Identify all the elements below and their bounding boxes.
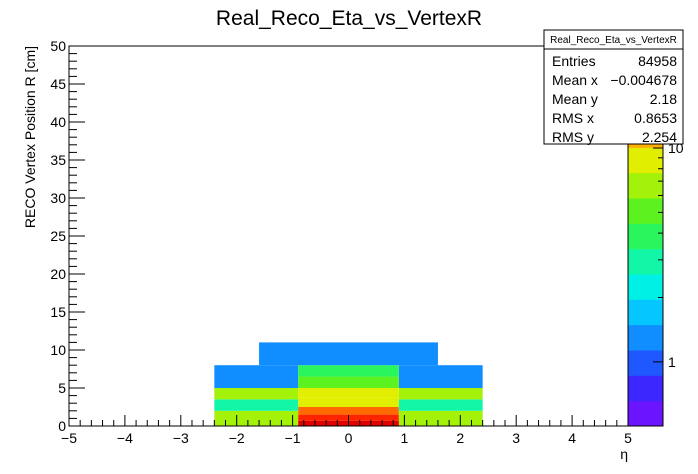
x-axis: −5 −4 −3 −2 −1 0 1 2 3 4 5 [61, 415, 632, 446]
color-scale-segment [628, 147, 663, 174]
y-tick-label: 10 [50, 342, 66, 358]
x-tick-label: −4 [117, 430, 133, 446]
x-tick-label: 3 [512, 430, 520, 446]
chart-title: Real_Reco_Eta_vs_VertexR [216, 7, 482, 30]
statistics-value: 2.18 [650, 91, 677, 107]
y-tick-label: 25 [50, 228, 66, 244]
statistics-label: RMS x [552, 110, 594, 126]
statistics-value: 84958 [638, 53, 677, 69]
y-tick-label: 50 [50, 38, 66, 54]
y-tick-label: 5 [58, 380, 66, 396]
statistics-label: Mean x [552, 72, 598, 88]
heatmap-cell [398, 388, 483, 400]
y-tick-label: 15 [50, 304, 66, 320]
x-tick-label: −5 [61, 430, 77, 446]
heatmap-cell [298, 388, 399, 398]
color-scale-segment [628, 299, 663, 326]
x-axis-title: η [620, 446, 628, 462]
x-tick-label: 2 [456, 430, 464, 446]
heatmap-cell [298, 397, 399, 407]
heatmap-cell [398, 410, 483, 426]
heatmap-cell [298, 365, 399, 377]
statistics-box-title: Real_Reco_Eta_vs_VertexR [550, 35, 677, 46]
statistics-label: RMS y [552, 129, 594, 145]
statistics-value: −0.004678 [610, 72, 677, 88]
y-tick-label: 20 [50, 266, 66, 282]
x-tick-label: 5 [624, 430, 632, 446]
color-scale-segment [628, 223, 663, 250]
color-scale-segment [628, 274, 663, 300]
heatmap-cell [298, 407, 399, 415]
heatmap-cell [298, 376, 399, 388]
x-tick-label: 0 [345, 430, 353, 446]
color-scale-segment [628, 248, 663, 275]
heatmap-cell [398, 365, 483, 388]
heatmap-cell [398, 399, 483, 411]
color-scale-segment [628, 324, 663, 351]
color-scale-segment [628, 198, 663, 224]
statistics-rows: Entries 84958 Mean x −0.004678 Mean y 2.18 RMS… [552, 53, 677, 145]
heatmap-cell [259, 342, 438, 366]
y-tick-label: 40 [50, 114, 66, 130]
y-axis-title: RECO Vertex Position R [cm] [22, 46, 38, 228]
statistics-value: 0.8653 [634, 110, 677, 126]
statistics-label: Mean y [552, 91, 598, 107]
y-axis: 0 5 10 15 20 25 30 35 40 45 50 [50, 38, 85, 434]
statistics-box: Real_Reco_Eta_vs_VertexR Entries 84958 Mea… [543, 29, 684, 145]
statistics-value: 2.254 [642, 129, 677, 145]
heatmap-cell [214, 365, 299, 388]
heatmap-cell [214, 399, 299, 411]
color-scale-segment [628, 400, 663, 427]
x-tick-label: −2 [229, 430, 245, 446]
statistics-label: Entries [552, 53, 596, 69]
x-tick-label: 4 [568, 430, 576, 446]
y-tick-label: 35 [50, 152, 66, 168]
color-scale-segment [628, 375, 663, 402]
color-scale-label: 1 [668, 354, 676, 370]
y-tick-label: 45 [50, 76, 66, 92]
heatmap-cell [214, 410, 299, 426]
x-tick-label: −1 [285, 430, 301, 446]
x-tick-label: −3 [173, 430, 189, 446]
heatmap-cell [214, 388, 299, 400]
x-tick-label: 1 [401, 430, 409, 446]
y-tick-label: 0 [58, 418, 66, 434]
y-tick-label: 30 [50, 190, 66, 206]
color-scale-segment [628, 172, 663, 199]
color-scale-segment [628, 350, 663, 376]
